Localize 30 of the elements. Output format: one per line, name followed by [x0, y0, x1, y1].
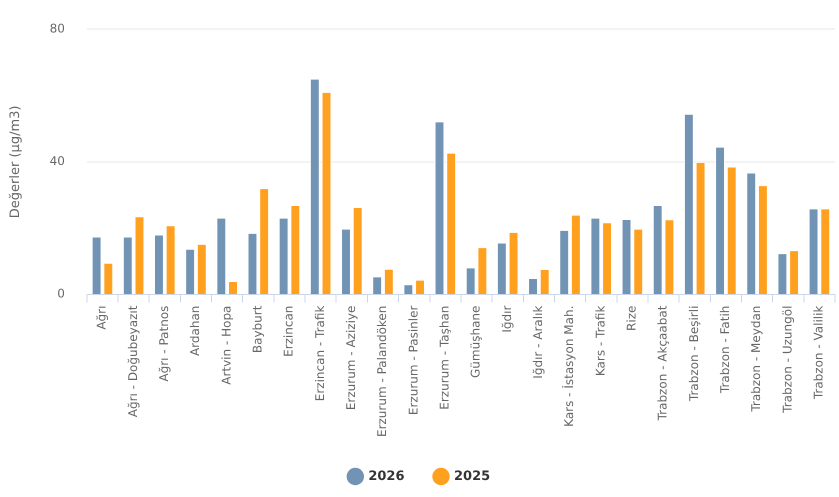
x-tick-label: Iğdır - Aralık — [530, 306, 545, 379]
x-tick-label: Erzurum - Pasinler — [406, 306, 420, 416]
x-tick-label: Rize — [624, 306, 639, 331]
x-tick-label: Trabzon - Valilik — [812, 306, 826, 400]
x-tick-label: Bayburt — [250, 305, 264, 354]
x-tick-label: Trabzon - Fatih — [718, 306, 732, 394]
y-tick-label: 80 — [50, 21, 65, 36]
x-tick-label: Erzurum - Palandöken — [375, 306, 390, 437]
x-tick-label: Erzincan - Trafik — [312, 306, 327, 402]
x-tick-label: Ağrı — [94, 306, 109, 330]
x-tick-label: Ardahan — [188, 306, 202, 356]
x-tick-label: Kars - İstasyon Mah. — [562, 306, 576, 427]
x-tick-label: Iğdır — [500, 306, 514, 333]
x-tick-label: Gümüşhane — [468, 306, 483, 378]
x-tick-label: Erzurum - Aziziye — [344, 306, 358, 410]
x-tick-label: Artvin - Hopa — [219, 306, 234, 385]
x-tick-label: Trabzon - Meydan — [749, 306, 764, 413]
x-tick-label: Erzincan — [282, 306, 296, 357]
x-tick-label: Trabzon - Uzungöl — [780, 306, 794, 414]
x-tick-label: Kars - Trafik — [593, 306, 608, 376]
x-tick-label: Erzurum - Taşhan — [437, 306, 452, 410]
x-tick-label: Ağrı - Patnos — [156, 306, 171, 382]
y-tick-label: 0 — [57, 286, 65, 301]
x-tick-label: Trabzon - Beşirli — [686, 306, 701, 402]
x-tick-label: Ağrı - Doğubeyazıt — [126, 305, 140, 418]
legend-label: 2026 — [368, 468, 405, 484]
x-tick-label: Trabzon - Akçaabat — [656, 305, 670, 422]
y-tick-label: 40 — [50, 154, 65, 168]
y-axis-title: Değerler (µg/m3) — [8, 106, 24, 218]
legend-label: 2025 — [454, 468, 490, 484]
